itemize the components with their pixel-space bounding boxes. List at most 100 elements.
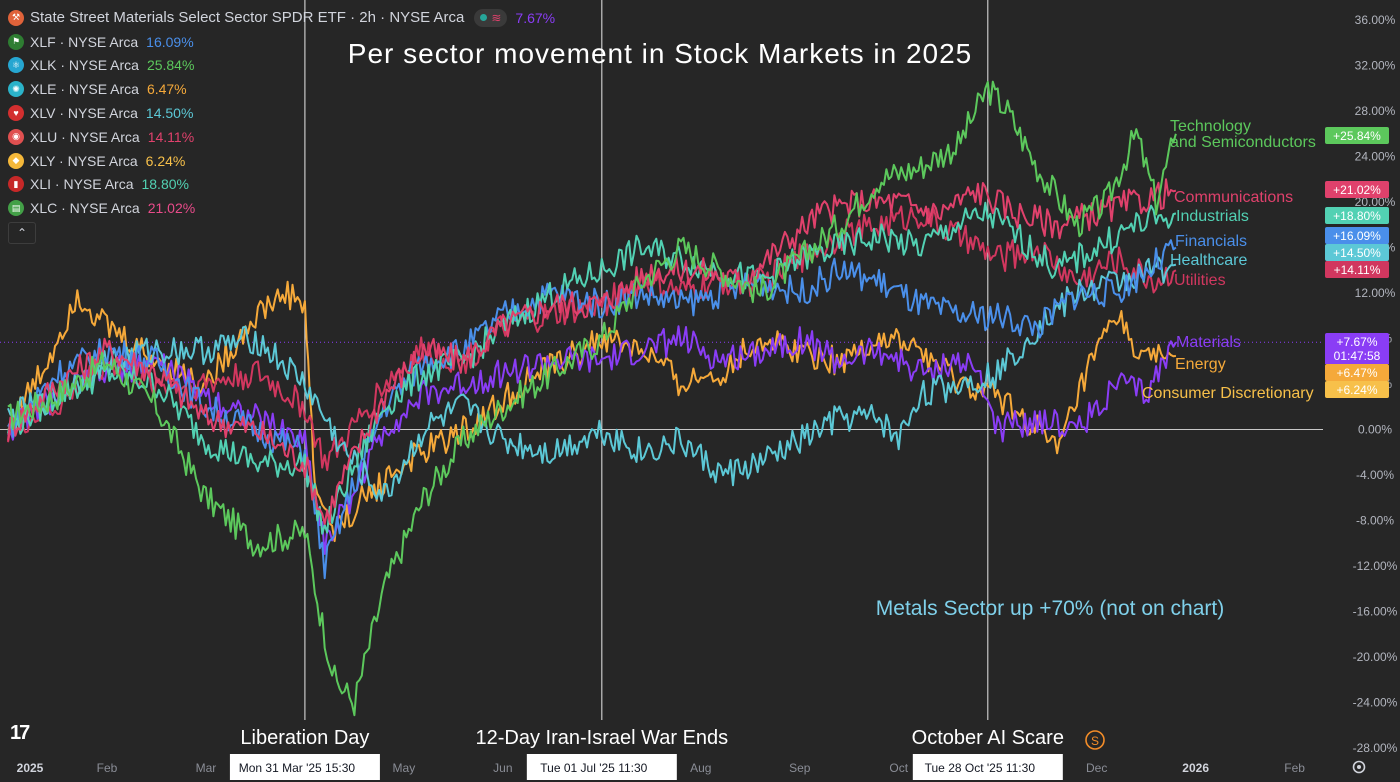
legend-pct: 18.80% xyxy=(141,176,189,193)
symbol-icon: ◆ xyxy=(8,152,24,169)
price-badge xyxy=(1325,227,1389,244)
materials-icon: ⚒ xyxy=(8,9,24,26)
legend-ticker: XLU · NYSE Arca xyxy=(30,128,140,145)
price-badge-text: +18.80% xyxy=(1333,209,1381,223)
series-line-technology[interactable] xyxy=(7,80,1177,717)
price-badge xyxy=(1325,333,1389,350)
y-tick-label: 20.00% xyxy=(1355,195,1396,209)
symbol-icon: ⚑ xyxy=(8,33,24,50)
legend-pct: 21.02% xyxy=(147,200,196,217)
x-tick-label: May xyxy=(393,761,416,775)
y-tick-label: 24.00% xyxy=(1355,150,1396,164)
price-badge xyxy=(1325,261,1389,278)
legend-row[interactable]: ⚛ XLK · NYSE Arca 25.84% xyxy=(8,54,555,78)
countdown-badge xyxy=(1325,348,1389,364)
y-tick-label: -8.00% xyxy=(1356,514,1394,528)
y-tick-label: 0.00% xyxy=(1358,423,1392,437)
price-badge xyxy=(1325,181,1389,198)
series-label: Utilities xyxy=(1174,272,1226,289)
y-tick-label: -16.00% xyxy=(1353,605,1398,619)
svg-text:S: S xyxy=(1091,734,1099,748)
y-tick-label: -12.00% xyxy=(1353,559,1398,573)
tradingview-logo[interactable]: 17 xyxy=(10,722,30,744)
y-tick-label: 36.00% xyxy=(1355,13,1396,27)
legend-ticker: XLI · NYSE Arca xyxy=(30,176,134,193)
main-exchange: NYSE Arca xyxy=(389,9,465,27)
series-label-line2: and Semiconductors xyxy=(1170,134,1316,151)
series-label: Industrials xyxy=(1176,208,1249,225)
price-badge xyxy=(1325,207,1389,224)
price-badge xyxy=(1325,244,1389,261)
settings-gear-icon[interactable] xyxy=(1352,760,1366,774)
symbol-icon: ♥ xyxy=(8,105,24,122)
legend-row[interactable]: ◆ XLY · NYSE Arca 6.24% xyxy=(8,149,555,173)
collapse-legend-button[interactable]: ⌃ xyxy=(8,222,36,244)
symbol-icon: ◉ xyxy=(8,128,24,145)
symbol-icon: ✺ xyxy=(8,81,24,98)
visibility-toggle[interactable]: ≋ xyxy=(474,8,508,27)
y-tick-label: 28.00% xyxy=(1355,104,1396,118)
legend-row[interactable]: ◉ XLU · NYSE Arca 14.11% xyxy=(8,125,555,149)
legend-row[interactable]: ▮ XLI · NYSE Arca 18.80% xyxy=(8,173,555,197)
series-line-communications[interactable] xyxy=(7,178,1177,525)
event-label: 12-Day Iran-Israel War Ends xyxy=(475,727,728,749)
series-line-financials[interactable] xyxy=(7,239,1177,580)
series-line-materials[interactable] xyxy=(7,325,1177,555)
legend-ticker: XLC · NYSE Arca xyxy=(30,200,140,217)
main-symbol-name: State Street Materials Select Sector SPD… xyxy=(30,9,346,27)
main-symbol-row[interactable]: ⚒ State Street Materials Select Sector S… xyxy=(8,6,555,30)
y-tick-label: -4.00% xyxy=(1356,468,1394,482)
x-tick-label: Feb xyxy=(97,761,118,775)
wave-icon: ≋ xyxy=(491,10,502,25)
crosshair-date-text: Mon 31 Mar '25 15:30 xyxy=(239,761,356,775)
crosshair-date-box xyxy=(526,754,677,780)
legend-pct: 6.24% xyxy=(145,152,186,169)
legend-ticker: XLK · NYSE Arca xyxy=(30,57,139,74)
x-tick-label: Mar xyxy=(196,761,217,775)
price-badge-text: +6.47% xyxy=(1336,366,1377,380)
x-tick-label: 2025 xyxy=(17,761,44,775)
series-line-healthcare[interactable] xyxy=(7,256,1177,502)
event-label: Liberation Day xyxy=(240,727,369,749)
y-tick-label: -20.00% xyxy=(1353,650,1398,664)
legend-pct: 14.50% xyxy=(145,105,194,122)
legend-pct: 6.47% xyxy=(146,81,187,98)
symbol-icon: ⚛ xyxy=(8,57,24,74)
y-tick-label: 12.00% xyxy=(1355,286,1396,300)
legend-ticker: XLY · NYSE Arca xyxy=(30,152,138,169)
legend-pct: 16.09% xyxy=(146,33,194,50)
x-tick-label: Feb xyxy=(1284,761,1305,775)
legend-row[interactable]: ♥ XLV · NYSE Arca 14.50% xyxy=(8,101,555,125)
price-badge-text: +25.84% xyxy=(1333,129,1381,143)
price-badge-text: +14.50% xyxy=(1333,246,1381,260)
symbol-icon: ▮ xyxy=(8,176,24,193)
price-badge xyxy=(1325,364,1389,381)
series-label: Energy xyxy=(1175,356,1226,373)
y-tick-label: 32.00% xyxy=(1355,59,1396,73)
x-tick-label: Aug xyxy=(690,761,711,775)
x-tick-label: 2026 xyxy=(1182,761,1209,775)
series-line-industrials[interactable] xyxy=(7,201,1177,535)
series-label: Materials xyxy=(1176,334,1241,351)
series-label: Healthcare xyxy=(1170,252,1247,269)
price-badge-text: +21.02% xyxy=(1333,183,1381,197)
crosshair-date-text: Tue 28 Oct '25 11:30 xyxy=(925,761,1036,775)
x-tick-label: Jun xyxy=(493,761,512,775)
metals-annotation: Metals Sector up +70% (not on chart) xyxy=(876,597,1224,620)
legend-pct: 14.11% xyxy=(147,128,195,145)
legend-row[interactable]: ⚑ XLF · NYSE Arca 16.09% xyxy=(8,30,555,54)
crosshair-date-box xyxy=(229,754,380,780)
series-legend: ⚒ State Street Materials Select Sector S… xyxy=(8,6,555,220)
x-tick-label: Dec xyxy=(1086,761,1107,775)
series-label: Technology xyxy=(1170,118,1251,135)
status-dot-icon xyxy=(480,14,488,22)
event-label: October AI Scare xyxy=(912,727,1064,749)
price-badge-text: +7.67% xyxy=(1336,335,1377,349)
y-tick-label: -28.00% xyxy=(1353,741,1398,755)
legend-row[interactable]: ▤ XLC · NYSE Arca 21.02% xyxy=(8,196,555,220)
countdown-text: 01:47:58 xyxy=(1334,349,1381,363)
currency-icon[interactable]: S xyxy=(1085,730,1105,750)
legend-row[interactable]: ✺ XLE · NYSE Arca 6.47% xyxy=(8,77,555,101)
price-badge-text: +16.09% xyxy=(1333,229,1381,243)
